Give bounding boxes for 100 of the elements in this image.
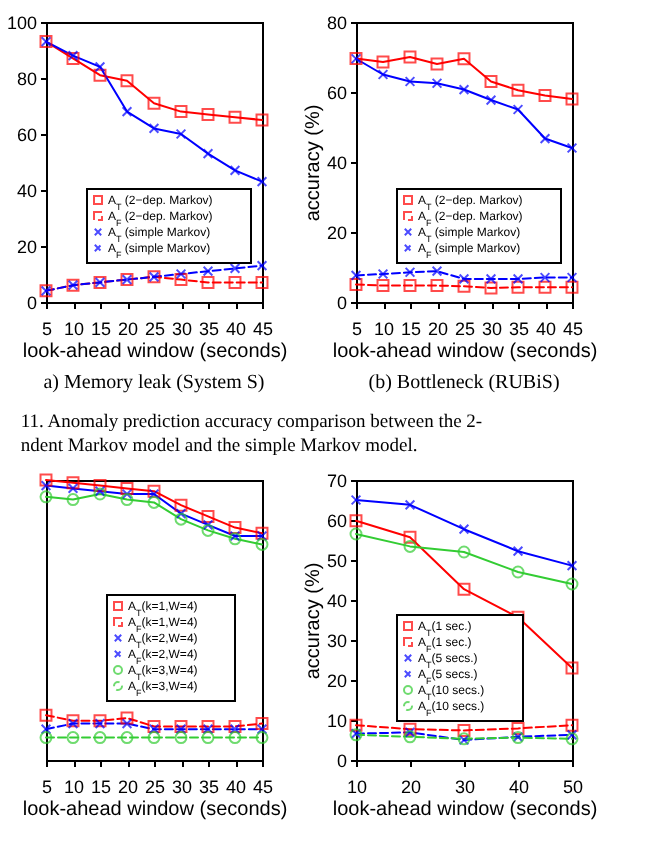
y-axis-title: accuracy (%) bbox=[302, 562, 325, 680]
x-tick-label: 30 bbox=[171, 319, 193, 339]
point bbox=[565, 718, 579, 732]
point bbox=[539, 133, 551, 144]
point bbox=[175, 128, 187, 140]
y-tick-label: 40 bbox=[16, 181, 37, 201]
x-tick-label: 40 bbox=[535, 319, 557, 339]
point bbox=[350, 494, 362, 506]
x-axis-title: look-ahead window (seconds) bbox=[22, 341, 288, 363]
point bbox=[403, 530, 417, 544]
point bbox=[120, 481, 134, 495]
point bbox=[458, 84, 470, 95]
x-tick-label: 50 bbox=[562, 777, 584, 797]
point bbox=[147, 495, 161, 509]
point bbox=[174, 731, 188, 745]
x-tick-label: 20 bbox=[400, 777, 422, 797]
x-tick-label: 40 bbox=[508, 777, 530, 797]
point bbox=[511, 721, 525, 735]
point bbox=[404, 499, 416, 511]
point bbox=[566, 272, 578, 283]
y-tick-label: 0 bbox=[26, 293, 37, 313]
point bbox=[403, 50, 417, 64]
x-tick-label: 5 bbox=[41, 319, 53, 339]
point bbox=[201, 523, 215, 537]
point bbox=[67, 483, 79, 494]
point bbox=[538, 280, 552, 294]
x-tick-label: 40 bbox=[225, 777, 247, 797]
point bbox=[93, 68, 107, 82]
text: ndent Markov model and the simple Markov model. bbox=[20, 436, 418, 457]
point bbox=[175, 508, 187, 519]
x-tick-label: 5 bbox=[41, 777, 53, 797]
point bbox=[484, 281, 498, 295]
point bbox=[404, 727, 416, 738]
x-tick-label: 45 bbox=[252, 319, 274, 339]
y-tick-label: 60 bbox=[16, 125, 37, 145]
point bbox=[147, 731, 161, 745]
x-tick-label: 25 bbox=[144, 319, 166, 339]
point bbox=[228, 521, 242, 535]
point bbox=[256, 723, 268, 735]
y-tick-label: 80 bbox=[16, 69, 37, 89]
point bbox=[565, 92, 579, 106]
x-tick-label: 45 bbox=[562, 319, 584, 339]
x-axis-title: look-ahead window (seconds) bbox=[332, 799, 598, 821]
y-tick-label: 20 bbox=[326, 671, 347, 691]
x-tick-label: 40 bbox=[225, 319, 247, 339]
x-tick-label: 20 bbox=[117, 319, 139, 339]
point bbox=[377, 268, 389, 280]
point bbox=[512, 545, 524, 557]
y-tick-label: 60 bbox=[326, 511, 347, 531]
point bbox=[404, 76, 416, 87]
y-tick-label: 50 bbox=[326, 551, 347, 571]
y-tick-label: 0 bbox=[336, 751, 347, 771]
point bbox=[457, 545, 471, 559]
x-tick-label: 15 bbox=[90, 319, 112, 339]
point bbox=[565, 280, 579, 294]
point bbox=[457, 723, 471, 737]
point bbox=[40, 480, 52, 491]
x-tick-label: 10 bbox=[63, 319, 85, 339]
point bbox=[66, 493, 80, 507]
point bbox=[403, 730, 417, 744]
point bbox=[202, 519, 214, 531]
point bbox=[566, 142, 578, 154]
y-tick-label: 20 bbox=[326, 223, 347, 243]
point bbox=[120, 731, 134, 745]
point bbox=[458, 273, 470, 285]
point bbox=[349, 514, 363, 528]
text: a) Memory leak (System S) bbox=[43, 372, 265, 394]
y-tick-label: 60 bbox=[326, 83, 347, 103]
point bbox=[229, 165, 241, 176]
point bbox=[39, 731, 53, 745]
point bbox=[403, 722, 417, 736]
x-tick-label: 25 bbox=[144, 777, 166, 797]
point bbox=[40, 723, 52, 735]
point bbox=[201, 731, 215, 745]
point bbox=[66, 476, 80, 490]
point bbox=[121, 718, 133, 729]
point bbox=[228, 110, 242, 124]
text: 11. Anomaly prediction accuracy comparison between the 2- bbox=[20, 412, 483, 433]
x-tick-label: 10 bbox=[373, 319, 395, 339]
point bbox=[94, 61, 106, 73]
text: (b) Bottleneck (RUBiS) bbox=[368, 372, 560, 394]
x-tick-label: 35 bbox=[198, 319, 220, 339]
y-tick-label: 20 bbox=[16, 237, 37, 257]
point bbox=[430, 57, 444, 71]
x-axis-title: look-ahead window (seconds) bbox=[22, 799, 288, 821]
point bbox=[457, 279, 471, 293]
x-tick-label: 20 bbox=[427, 319, 449, 339]
point bbox=[202, 148, 214, 159]
point bbox=[255, 731, 269, 745]
x-tick-label: 25 bbox=[454, 319, 476, 339]
point bbox=[377, 69, 389, 80]
point bbox=[120, 711, 134, 725]
point bbox=[485, 94, 497, 106]
point bbox=[39, 473, 53, 487]
y-tick-label: 100 bbox=[6, 13, 37, 33]
point bbox=[511, 280, 525, 294]
x-tick-label: 45 bbox=[252, 777, 274, 797]
x-tick-label: 5 bbox=[351, 319, 363, 339]
x-tick-label: 35 bbox=[198, 777, 220, 797]
point bbox=[403, 279, 417, 293]
